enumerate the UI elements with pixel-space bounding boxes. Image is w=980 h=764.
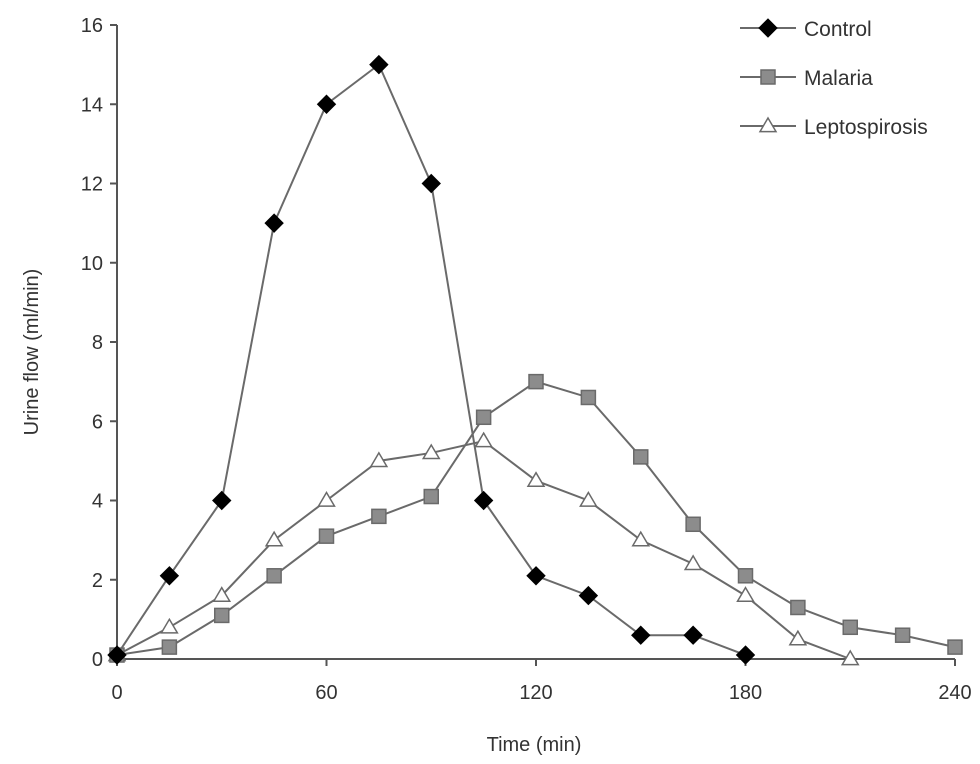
data-point xyxy=(685,516,701,533)
legend-item: Control xyxy=(740,18,872,41)
data-point xyxy=(683,554,703,571)
y-tick-label: 8 xyxy=(92,332,103,354)
data-point xyxy=(212,490,232,511)
data-point xyxy=(369,54,389,75)
data-point xyxy=(526,566,546,586)
data-point xyxy=(369,451,389,468)
y-tick-label: 16 xyxy=(81,15,103,37)
data-point xyxy=(159,566,180,586)
data-point xyxy=(107,645,127,665)
data-point xyxy=(526,471,546,488)
data-point xyxy=(266,568,282,584)
data-point xyxy=(316,94,337,114)
x-axis-title: Time (min) xyxy=(487,734,582,756)
data-point xyxy=(212,586,232,602)
legend-marker xyxy=(760,69,776,85)
data-point xyxy=(421,443,441,460)
x-tick-label: 240 xyxy=(938,682,971,704)
y-tick-label: 0 xyxy=(92,649,103,671)
data-point xyxy=(578,585,599,606)
legend-item: Leptospirosis xyxy=(740,116,928,139)
series-line xyxy=(116,63,746,656)
legend-label: Control xyxy=(804,18,872,41)
data-point xyxy=(842,619,858,636)
data-point xyxy=(947,639,963,655)
data-point xyxy=(735,645,756,665)
data-point xyxy=(423,488,439,505)
legend: Control Malaria Leptospirosis xyxy=(740,18,928,139)
legend-label: Malaria xyxy=(804,67,873,90)
data-point xyxy=(894,627,911,643)
data-point xyxy=(475,409,492,426)
data-point xyxy=(737,568,754,584)
series-control xyxy=(107,54,756,665)
series-malaria xyxy=(109,373,963,663)
legend-item: Malaria xyxy=(740,67,873,90)
legend-label: Leptospirosis xyxy=(804,116,928,139)
data-point xyxy=(580,389,597,406)
y-tick-label: 14 xyxy=(81,94,103,116)
data-point xyxy=(579,491,598,507)
series-layer xyxy=(107,54,963,666)
series-leptospirosis xyxy=(107,431,860,666)
data-point xyxy=(631,625,651,645)
data-point xyxy=(790,599,806,616)
data-point xyxy=(161,639,178,655)
data-point xyxy=(318,528,335,544)
data-point xyxy=(371,508,387,525)
data-point xyxy=(160,617,179,634)
data-point xyxy=(264,213,284,233)
data-point xyxy=(317,491,336,507)
legend-marker xyxy=(758,116,778,133)
x-tick-label: 0 xyxy=(111,682,122,704)
data-point xyxy=(214,607,230,624)
data-point xyxy=(528,373,544,390)
x-tick-label: 120 xyxy=(519,682,552,704)
x-tick-label: 180 xyxy=(729,682,762,704)
y-tick-label: 4 xyxy=(92,491,103,513)
data-point xyxy=(788,629,808,646)
data-point xyxy=(264,530,284,547)
data-point xyxy=(474,431,493,448)
data-point xyxy=(633,449,649,465)
axes: 0 2 4 6 8 10 12 14 16 0 60 120 180 240 xyxy=(81,15,972,704)
series-line xyxy=(116,380,956,657)
data-point xyxy=(736,586,755,602)
x-tick-label: 60 xyxy=(315,682,337,704)
legend-marker xyxy=(758,18,778,38)
data-point xyxy=(840,649,860,666)
y-tick-label: 6 xyxy=(92,411,103,433)
y-tick-label: 10 xyxy=(81,253,103,275)
data-point xyxy=(683,625,703,645)
y-tick-label: 2 xyxy=(92,570,103,592)
y-axis-title: Urine flow (ml/min) xyxy=(21,269,43,436)
data-point xyxy=(631,530,651,547)
y-tick-label: 12 xyxy=(81,174,103,196)
data-point xyxy=(473,490,494,511)
data-point xyxy=(421,173,441,194)
